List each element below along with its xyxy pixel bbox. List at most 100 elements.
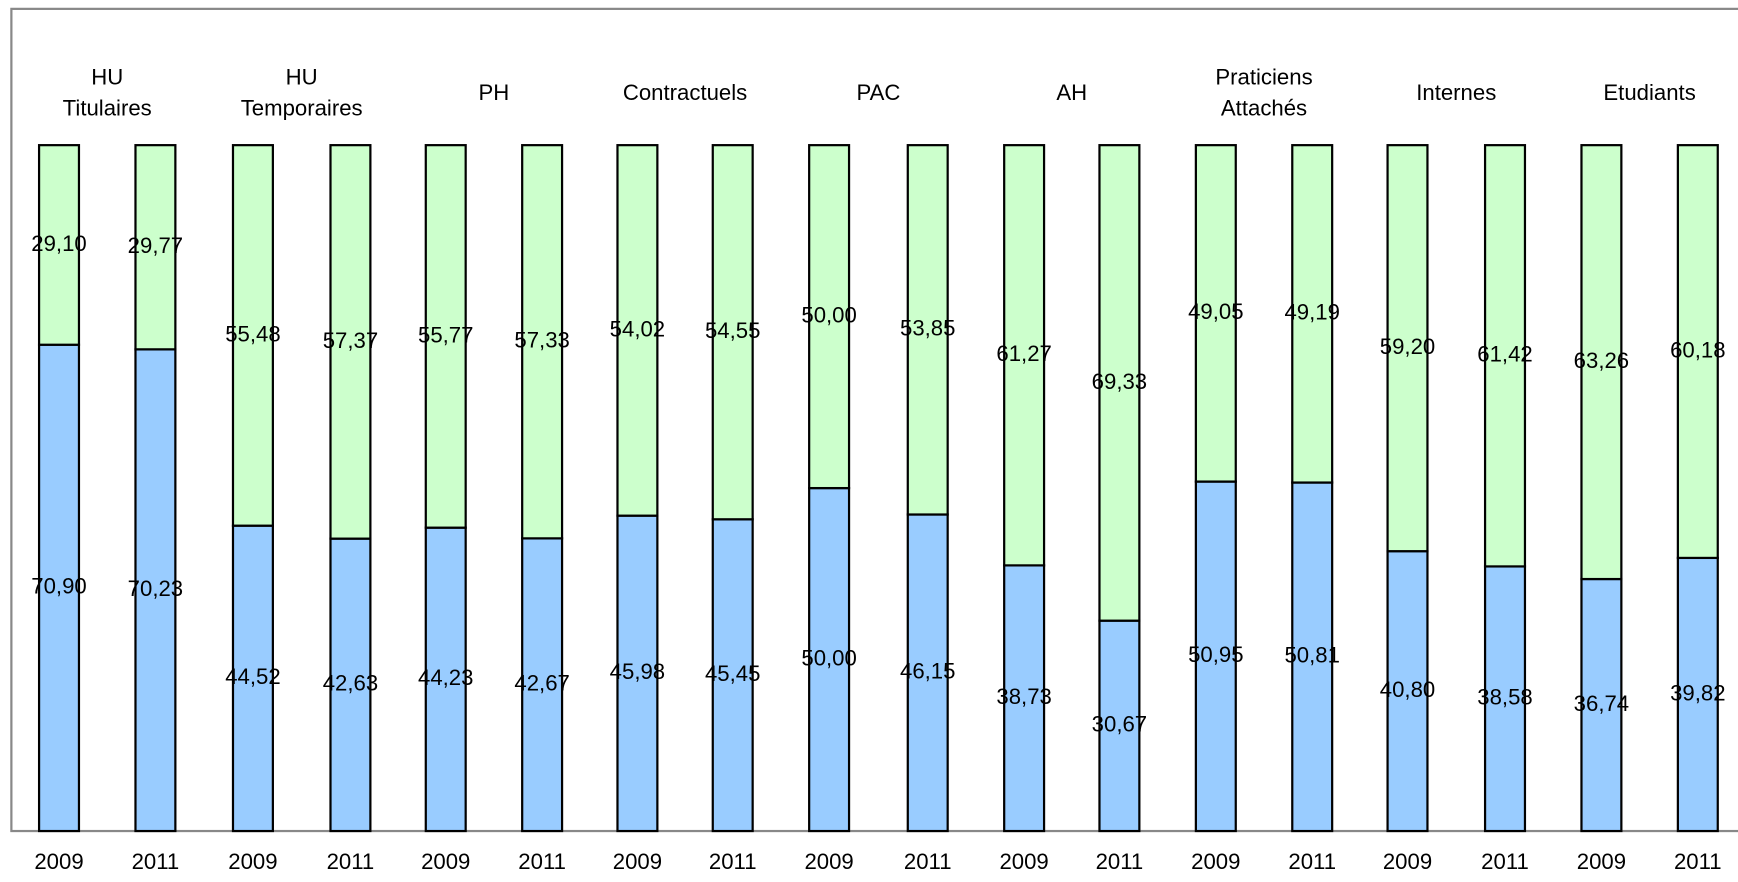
x-tick-label: 2011 bbox=[132, 849, 180, 874]
bar-segment bbox=[1580, 144, 1623, 581]
bar-segment bbox=[521, 144, 564, 540]
bar-segment bbox=[808, 144, 851, 490]
x-tick-label: 2009 bbox=[228, 849, 277, 874]
data-label: 70,23 bbox=[128, 576, 183, 601]
bar-segment bbox=[231, 144, 274, 527]
data-label: 55,77 bbox=[418, 322, 473, 347]
group-label-line: Praticiens bbox=[1215, 65, 1312, 90]
bar-segment bbox=[424, 144, 467, 529]
data-label: 53,85 bbox=[900, 316, 955, 341]
x-tick-label: 2009 bbox=[1191, 849, 1240, 874]
data-label: 50,95 bbox=[1188, 642, 1243, 667]
group-label-line: HU bbox=[286, 65, 318, 90]
bar-segment bbox=[1291, 144, 1334, 484]
bar-segment bbox=[1194, 144, 1237, 483]
data-label: 61,42 bbox=[1477, 342, 1532, 367]
x-tick-label: 2009 bbox=[34, 849, 83, 874]
bar-segment bbox=[521, 537, 564, 833]
bar-segment bbox=[1483, 144, 1527, 568]
group-label-line: Attachés bbox=[1221, 96, 1307, 121]
group-label-line: Contractuels bbox=[623, 80, 747, 105]
bar-segment bbox=[616, 144, 659, 517]
x-tick-label: 2011 bbox=[904, 849, 952, 874]
data-label: 50,00 bbox=[801, 302, 856, 327]
data-label: 50,00 bbox=[801, 645, 856, 670]
x-tick-label: 2009 bbox=[804, 849, 853, 874]
bar-segment bbox=[711, 518, 754, 833]
data-label: 54,55 bbox=[705, 318, 760, 343]
x-tick-label: 2009 bbox=[999, 849, 1048, 874]
bar-segment bbox=[616, 514, 659, 833]
group-label: PAC bbox=[856, 80, 900, 105]
group-label: Etudiants bbox=[1603, 80, 1695, 105]
bar-segment bbox=[1580, 577, 1623, 833]
bar-segment bbox=[1003, 144, 1046, 567]
data-label: 29,77 bbox=[128, 233, 183, 258]
x-tick-label: 2009 bbox=[1383, 849, 1432, 874]
data-label: 45,45 bbox=[705, 661, 760, 686]
bar-segment bbox=[1098, 144, 1141, 622]
data-label: 57,37 bbox=[323, 328, 378, 353]
data-label: 40,80 bbox=[1380, 677, 1435, 702]
bar-segment bbox=[37, 144, 81, 346]
data-label: 44,52 bbox=[225, 664, 280, 689]
x-tick-label: 2011 bbox=[709, 849, 757, 874]
group-label: HU Temporaires bbox=[241, 65, 363, 121]
data-label: 63,26 bbox=[1574, 348, 1629, 373]
group-label-line: Titulaires bbox=[63, 96, 152, 121]
x-tick-label: 2011 bbox=[327, 849, 375, 874]
data-label: 30,67 bbox=[1092, 712, 1147, 737]
bar-segment bbox=[906, 144, 949, 516]
data-label: 29,10 bbox=[31, 231, 86, 256]
x-tick-label: 2009 bbox=[613, 849, 662, 874]
bar-segment bbox=[1386, 144, 1429, 553]
bar-segment bbox=[906, 513, 949, 833]
x-tick-label: 2009 bbox=[1577, 849, 1626, 874]
x-tick-label: 2011 bbox=[1096, 849, 1144, 874]
bar-segment bbox=[1003, 564, 1046, 833]
group-label-line: AH bbox=[1056, 80, 1087, 105]
bar-segment bbox=[1676, 144, 1719, 560]
bar-segment bbox=[37, 343, 81, 833]
group-label-line: Etudiants bbox=[1603, 80, 1695, 105]
bar-segment bbox=[329, 144, 372, 540]
data-label: 39,82 bbox=[1670, 680, 1725, 705]
data-label: 50,81 bbox=[1284, 643, 1339, 668]
group-label-line: Temporaires bbox=[241, 96, 363, 121]
data-label: 49,19 bbox=[1284, 300, 1339, 325]
data-label: 42,63 bbox=[323, 671, 378, 696]
group-label-line: HU bbox=[91, 65, 123, 90]
bar-segment bbox=[1676, 556, 1719, 833]
group-label-line: Internes bbox=[1416, 80, 1496, 105]
bar-segment bbox=[1291, 481, 1334, 833]
data-label: 38,58 bbox=[1477, 685, 1532, 710]
data-label: 54,02 bbox=[610, 316, 665, 341]
bar-segment bbox=[134, 144, 177, 351]
data-label: 57,33 bbox=[514, 328, 569, 353]
x-tick-label: 2009 bbox=[421, 849, 470, 874]
group-label: PH bbox=[479, 80, 510, 105]
plot-frame bbox=[10, 7, 1738, 833]
data-label: 61,27 bbox=[996, 341, 1051, 366]
data-label: 38,73 bbox=[996, 684, 1051, 709]
x-tick-label: 2011 bbox=[518, 849, 566, 874]
bar-segment bbox=[329, 537, 372, 833]
group-label: Contractuels bbox=[623, 80, 747, 105]
bar-segment bbox=[231, 524, 274, 833]
data-label: 46,15 bbox=[900, 659, 955, 684]
data-label: 69,33 bbox=[1092, 369, 1147, 394]
bar-segment bbox=[711, 144, 754, 521]
bar-segment bbox=[424, 526, 467, 833]
group-label: HU Titulaires bbox=[63, 65, 152, 121]
data-label: 36,74 bbox=[1574, 691, 1629, 716]
x-tick-label: 2011 bbox=[1674, 849, 1722, 874]
group-label-line: PAC bbox=[856, 80, 900, 105]
x-tick-label: 2011 bbox=[1481, 849, 1529, 874]
data-label: 60,18 bbox=[1670, 337, 1725, 362]
data-label: 70,90 bbox=[31, 574, 86, 599]
data-label: 49,05 bbox=[1188, 299, 1243, 324]
group-label: Internes bbox=[1416, 80, 1496, 105]
data-label: 42,67 bbox=[514, 671, 569, 696]
